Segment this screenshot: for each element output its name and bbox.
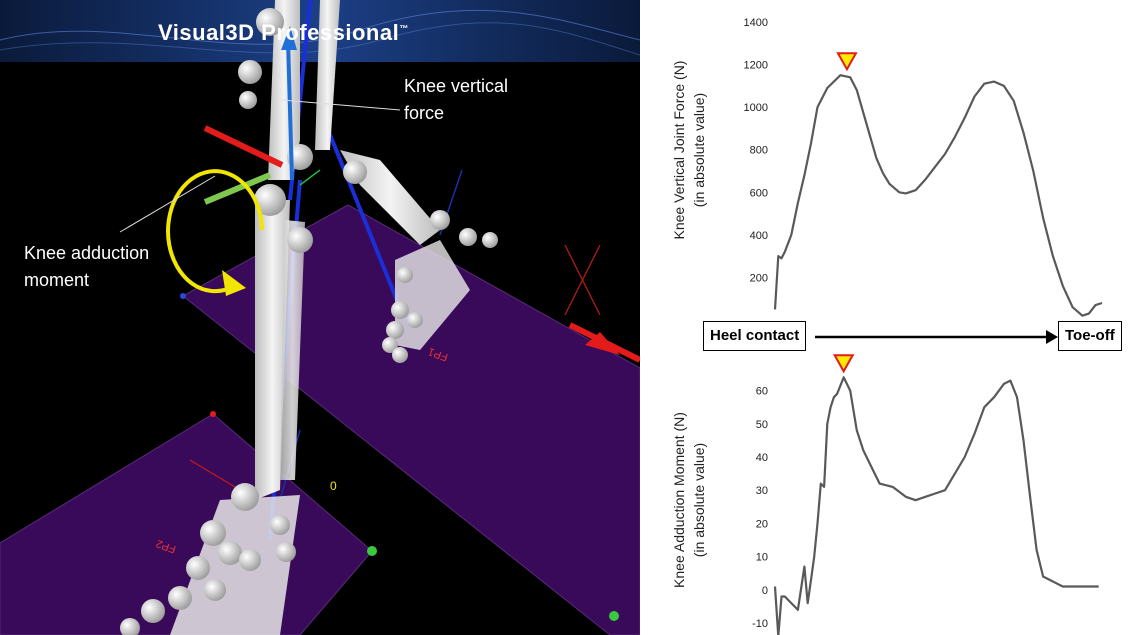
y-tick-label: 800 [750,145,768,157]
y-axis-label: (in absolute value) [691,443,707,557]
y-tick-label: 20 [756,518,768,530]
knee-force-vector [286,39,294,181]
scene-canvas: 0 [0,0,640,635]
phase-arrow-head [1046,330,1058,344]
y-tick-label: 10 [756,552,768,564]
peak-marker [836,52,858,72]
svg-text:0: 0 [330,479,337,493]
y-tick-label: 50 [756,419,768,431]
y-tick-label: 40 [756,452,768,464]
callout-knee-vertical-force: Knee vertical force [404,76,509,123]
toe-off-label: Toe-off [1058,321,1122,351]
joint-markers [120,8,498,635]
y-tick-label: 600 [750,187,768,199]
y-tick-label: 1400 [744,17,768,29]
y-tick-label: 0 [762,585,768,597]
y-tick-label: 400 [750,230,768,242]
knee-axis-green [203,172,272,205]
series-line [773,74,1103,317]
peak-marker [832,354,855,374]
callout-knee-adduction-moment: Knee adduction moment [24,243,150,290]
adduction-moment-arrow [166,169,264,294]
biomechanics-3d-view: 0 Visual3D Professional™ Knee vertical f… [0,0,640,635]
heel-contact-label: Heel contact [703,321,807,351]
y-tick-label: -10 [752,618,768,630]
callout-line-moment [119,175,216,233]
y-axis-label: Knee Adduction Moment (N) [671,412,687,588]
app-logo-title: Visual3D Professional™ [158,20,409,45]
y-axis-label: Knee Vertical Joint Force (N) [671,61,687,240]
y-tick-label: 60 [756,386,768,398]
knee-axis-red [203,125,284,168]
gait-charts-panel: 200 400 600 800 1000 1200 1400 Knee Vertical Jo… [640,0,1130,635]
callout-line-force [281,99,401,111]
y-tick-label: 1000 [744,102,768,114]
y-axis-label: (in absolute value) [691,93,707,207]
y-tick-label: 200 [750,272,768,284]
y-tick-label: 1200 [744,60,768,72]
series-line [773,376,1099,635]
y-tick-label: 30 [756,485,768,497]
